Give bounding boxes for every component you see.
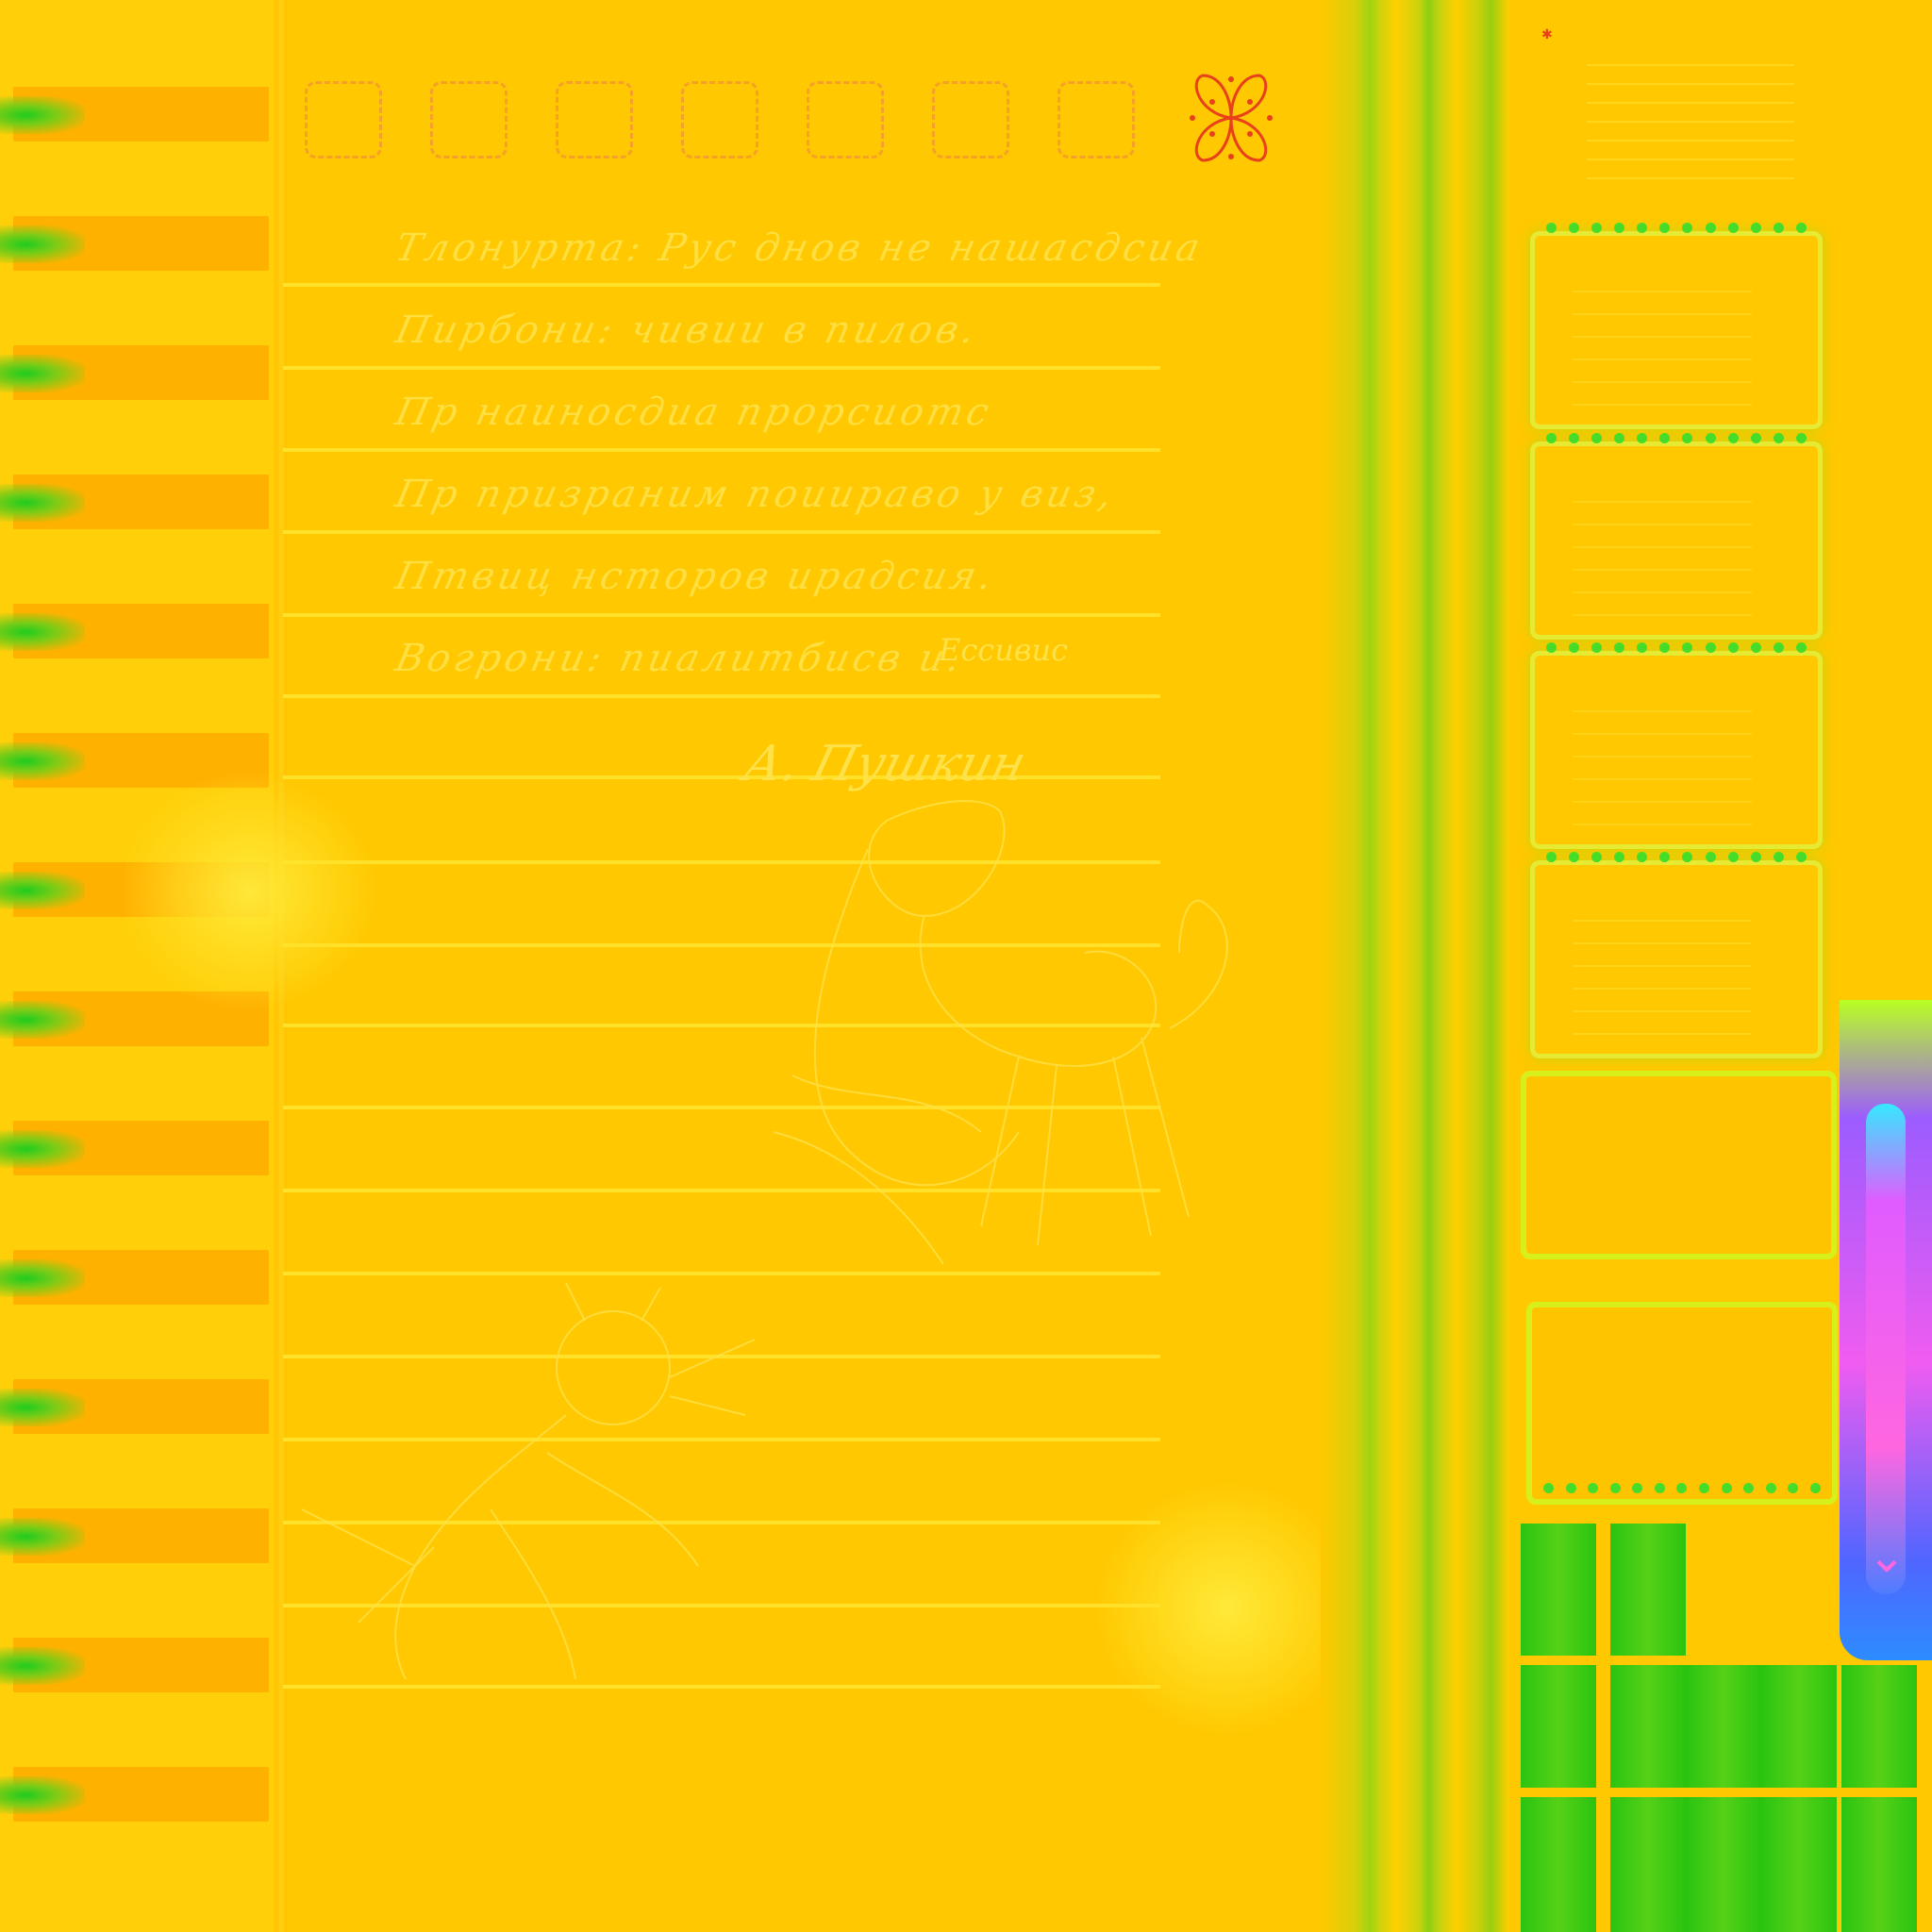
glow-spot <box>1094 1481 1358 1736</box>
green-tile <box>1610 1797 1686 1932</box>
panel-dots <box>1546 223 1807 233</box>
tab-notch <box>0 742 85 780</box>
ruled-line <box>283 530 1160 534</box>
ruled-line <box>283 366 1160 370</box>
tab-item[interactable] <box>0 216 269 271</box>
stamp-box[interactable] <box>430 81 508 158</box>
binding-column <box>1321 0 1509 1932</box>
ruled-line <box>283 860 1160 864</box>
panel-dots <box>1543 1483 1821 1493</box>
tab-item[interactable] <box>0 1508 269 1563</box>
notebook-panel[interactable] <box>1530 642 1823 849</box>
tab-item[interactable] <box>0 1638 269 1692</box>
small-flower-icon: ✱ <box>1541 27 1553 42</box>
horse-sketch <box>773 800 1228 1265</box>
panel-lines <box>1573 899 1752 1035</box>
ruled-line <box>283 1106 1160 1109</box>
panel-large-top <box>1521 1071 1837 1259</box>
tab-item[interactable] <box>0 1379 269 1434</box>
panel-dots <box>1546 642 1807 653</box>
green-tile <box>1761 1797 1837 1932</box>
stamp-box[interactable] <box>681 81 758 158</box>
ruled-line <box>283 1189 1160 1192</box>
stamp-box[interactable] <box>1058 81 1135 158</box>
tab-notch <box>0 1776 85 1814</box>
tab-item[interactable] <box>0 345 269 400</box>
handwritten-line: Пр наиносдиа прорсиотс <box>391 391 997 434</box>
tab-notch <box>0 1647 85 1685</box>
ruled-line <box>283 1272 1160 1275</box>
green-tile <box>1841 1797 1917 1932</box>
notebook-panel[interactable] <box>1530 433 1823 640</box>
green-tile <box>1761 1665 1837 1788</box>
mini-sheet-lines <box>1587 47 1794 179</box>
tab-notch <box>0 872 85 909</box>
chevron-down-icon: ⌄ <box>1867 1530 1907 1583</box>
tab-notch <box>0 1389 85 1426</box>
handwritten-line: Тлонурта: Рус днов не нашасдсиа <box>391 226 1208 270</box>
handwritten-line: Вогрони: пиалитбисв и. <box>391 637 969 680</box>
tab-item[interactable] <box>0 991 269 1046</box>
tab-notch <box>0 1130 85 1168</box>
stamp-box[interactable] <box>556 81 633 158</box>
green-tile <box>1686 1797 1761 1932</box>
tab-notch <box>0 1518 85 1556</box>
notebook-panel[interactable] <box>1530 223 1823 429</box>
handwritten-line: Пр призраним поиираво у виз, <box>391 473 1120 516</box>
tab-notch <box>0 96 85 134</box>
panel-lines <box>1573 690 1752 825</box>
notebook-panel[interactable] <box>1530 852 1823 1058</box>
signature: А. Пушкин <box>738 736 1032 792</box>
ruled-line <box>283 943 1160 947</box>
tab-notch <box>0 225 85 263</box>
tab-item[interactable] <box>0 604 269 658</box>
ruled-line <box>283 283 1160 287</box>
cat-sketch <box>302 1283 756 1680</box>
ruled-line <box>283 448 1160 452</box>
panel-dots <box>1546 433 1807 443</box>
green-tile <box>1841 1665 1917 1788</box>
ruled-line <box>283 1685 1160 1689</box>
green-tile <box>1521 1797 1596 1932</box>
stamp-box[interactable] <box>932 81 1009 158</box>
ruled-line <box>283 1604 1160 1607</box>
handwritten-note: Ессивис <box>939 632 1068 668</box>
green-tile <box>1610 1665 1686 1788</box>
stamp-box[interactable] <box>807 81 884 158</box>
ruled-line <box>283 775 1160 779</box>
green-grid <box>1521 1524 1932 1932</box>
ruled-line <box>283 694 1160 698</box>
panel-lines <box>1573 480 1752 616</box>
tab-notch <box>0 355 85 392</box>
ruled-line <box>283 1521 1160 1524</box>
tab-notch <box>0 613 85 651</box>
tab-item[interactable] <box>0 733 269 788</box>
handwritten-line: Пирбони: чивии в пилов. <box>391 308 983 352</box>
panel-large-bottom <box>1526 1302 1838 1505</box>
ruled-line <box>283 1355 1160 1358</box>
handwritten-line: Птвиц нсторов ирадсия. <box>391 555 1000 598</box>
glow-spot <box>123 774 377 1009</box>
green-tile <box>1521 1665 1596 1788</box>
panel-lines <box>1573 270 1752 406</box>
tab-notch <box>0 1259 85 1297</box>
ornament-flower-icon <box>1190 74 1273 162</box>
ruled-line <box>283 1024 1160 1027</box>
tab-item[interactable] <box>0 475 269 529</box>
panel-dots <box>1546 852 1807 862</box>
tab-item[interactable] <box>0 1250 269 1305</box>
mini-sheet: ✱ <box>1530 19 1813 189</box>
stamp-box[interactable] <box>305 81 382 158</box>
tab-notch <box>0 484 85 522</box>
green-tile <box>1521 1524 1596 1656</box>
ruled-line <box>283 613 1160 617</box>
gradient-core <box>1866 1104 1906 1594</box>
green-tile <box>1610 1524 1686 1656</box>
tab-notch <box>0 1001 85 1039</box>
tab-item[interactable] <box>0 1767 269 1822</box>
green-tile <box>1686 1665 1761 1788</box>
tab-item[interactable] <box>0 87 269 142</box>
tab-item[interactable] <box>0 1121 269 1175</box>
ruled-line <box>283 1438 1160 1441</box>
